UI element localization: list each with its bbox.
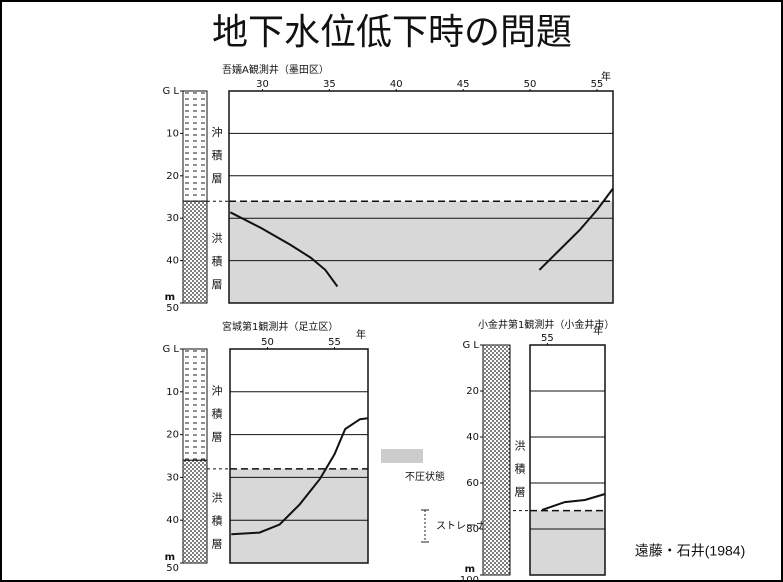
x-tick-label: 55 xyxy=(541,333,554,344)
source: 遠藤・石井(1984) xyxy=(635,543,745,559)
y-unit: m xyxy=(165,552,175,563)
y-tick-label: 40 xyxy=(166,515,179,526)
y-tick-label: 80 xyxy=(466,524,479,535)
x-tick-label: 50 xyxy=(524,79,537,90)
slide-title: 地下水位低下時の問題 xyxy=(212,12,572,53)
y-tick-label: 20 xyxy=(466,386,479,397)
x-tick-label: 40 xyxy=(390,79,403,90)
y-tick-label: 10 xyxy=(166,128,179,139)
stratum xyxy=(183,460,207,563)
y-tick-label: 20 xyxy=(166,171,179,182)
x-tick-label: 45 xyxy=(457,79,470,90)
y-tick-label: 10 xyxy=(166,387,179,398)
x-tick-label: 50 xyxy=(261,337,274,348)
y-tick-label: G L xyxy=(163,344,180,355)
stratum-label: 沖積層 xyxy=(210,126,223,195)
chart-title: 吾嬬A観測井（墨田区） xyxy=(222,63,329,76)
y-tick-label: 50 xyxy=(166,303,179,314)
x-unit: 年 xyxy=(601,70,611,83)
y-tick-label: 30 xyxy=(166,472,179,483)
stratum-label: 洪積層 xyxy=(210,231,223,301)
stratum xyxy=(183,91,207,201)
stratum xyxy=(483,345,510,575)
y-unit: m xyxy=(465,564,475,575)
legend-unconfined: 不圧状態 xyxy=(405,470,445,483)
x-tick-label: 30 xyxy=(256,79,269,90)
y-tick-label: 30 xyxy=(166,213,179,224)
chart-title: 宮城第1観測井（足立区） xyxy=(222,320,338,333)
stratum-label: 洪積層 xyxy=(210,490,223,560)
y-tick-label: 60 xyxy=(466,478,479,489)
confined-zone xyxy=(229,201,613,303)
x-tick-label: 55 xyxy=(328,337,341,348)
y-tick-label: 40 xyxy=(466,432,479,443)
legend-swatch xyxy=(381,449,423,463)
y-tick-label: 20 xyxy=(166,430,179,441)
stratum-label: 沖積層 xyxy=(210,384,223,453)
x-tick-label: 35 xyxy=(323,79,336,90)
y-tick-label: 100 xyxy=(460,575,479,582)
y-tick-label: 50 xyxy=(166,563,179,574)
confined-zone xyxy=(530,511,605,575)
slide: 地下水位低下時の問題 遠藤・石井(1984) 不圧状態 ストレーナー 吾嬬A観測… xyxy=(0,0,783,582)
y-unit: m xyxy=(165,292,175,303)
stratum-label: 洪積層 xyxy=(513,439,526,509)
stratum xyxy=(183,349,207,460)
y-tick-label: G L xyxy=(463,340,480,351)
x-unit: 年 xyxy=(593,324,603,337)
x-unit: 年 xyxy=(356,328,366,341)
y-tick-label: 40 xyxy=(166,256,179,267)
stratum xyxy=(183,201,207,303)
y-tick-label: G L xyxy=(163,86,180,97)
confined-zone xyxy=(230,469,368,563)
